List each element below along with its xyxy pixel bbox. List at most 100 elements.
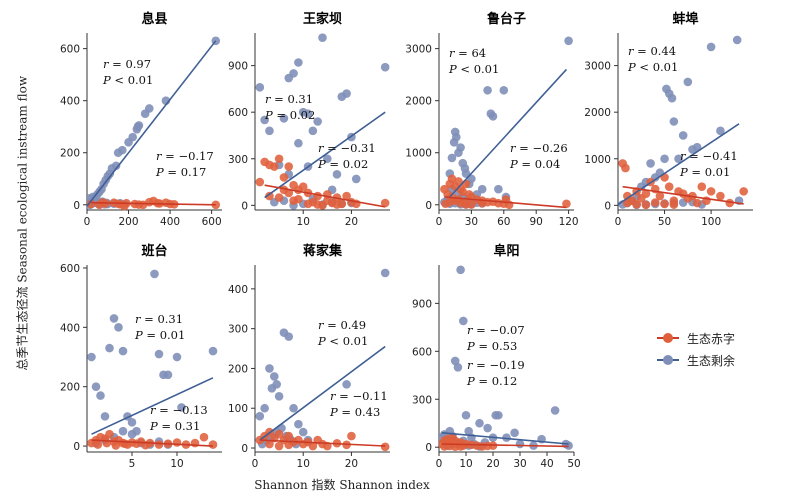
surplus-point	[451, 132, 461, 142]
surplus-point	[118, 145, 127, 155]
surplus-fit-line	[441, 432, 569, 445]
deficit-fit-line	[444, 196, 567, 209]
surplus-point	[269, 372, 279, 381]
surplus-p-label: P < 0.01	[317, 334, 368, 348]
surplus-point	[118, 426, 128, 436]
surplus-point	[678, 131, 688, 140]
y-tick-label: 3000	[405, 44, 432, 56]
subplot-2: 鲁台子 0 30 60 90 120 0 1000 2000 3000 r = 64 P < 0.01…	[405, 11, 578, 228]
deficit-point	[199, 432, 209, 442]
surplus-fit-line	[264, 111, 386, 199]
deficit-r-label: r = −0.11	[330, 389, 388, 403]
deficit-point	[332, 200, 342, 209]
surplus-point	[318, 33, 327, 42]
deficit-fit-line	[264, 184, 386, 208]
deficit-fit-line	[91, 439, 214, 447]
deficit-fit-line	[91, 201, 216, 206]
surplus-point	[255, 411, 265, 421]
surplus-point	[667, 93, 677, 103]
deficit-point	[660, 199, 669, 209]
surplus-point	[308, 126, 318, 136]
surplus-point	[279, 114, 289, 123]
surplus-point	[177, 403, 186, 412]
surplus-point	[96, 391, 105, 400]
y-tick-label: 300	[228, 154, 248, 166]
deficit-point	[274, 193, 284, 202]
surplus-point	[87, 352, 96, 362]
deficit-point	[458, 187, 468, 197]
legend: 生态赤字 生态剩余	[657, 327, 735, 371]
deficit-r-label: r = −0.07	[467, 323, 525, 337]
y-tick-label: 2000	[584, 107, 611, 119]
subplot-title: 阜阳	[493, 243, 519, 259]
deficit-point	[298, 182, 308, 192]
subplot-title: 蒋家集	[303, 243, 343, 259]
x-tick-label: 20	[486, 458, 499, 470]
surplus-p-label: P < 0.01	[627, 60, 678, 74]
deficit-point	[111, 441, 121, 450]
x-tick-label: 30	[513, 458, 526, 470]
y-tick-label: 300	[412, 394, 432, 406]
deficit-p-label: P = 0.53	[466, 339, 517, 353]
surplus-point	[163, 370, 173, 380]
deficit-point	[154, 440, 164, 449]
x-tick-label: 20	[345, 216, 358, 228]
legend-item-surplus: 生态剩余	[657, 349, 735, 371]
deficit-point	[697, 182, 707, 192]
surplus-point	[483, 85, 492, 95]
surplus-point	[351, 174, 361, 184]
deficit-point	[342, 191, 351, 201]
surplus-point	[488, 111, 498, 121]
deficit-r-label: r = −0.26	[510, 141, 568, 155]
surplus-point	[134, 121, 144, 130]
surplus-point	[564, 36, 573, 46]
deficit-point	[274, 154, 284, 164]
x-tick-label: 5	[129, 458, 136, 470]
surplus-point	[683, 77, 693, 87]
plot-area	[87, 36, 221, 211]
y-tick-label: 0	[73, 200, 80, 212]
surplus-point	[298, 427, 308, 437]
y-tick-label: 1000	[584, 154, 611, 166]
legend-label-surplus: 生态剩余	[687, 353, 736, 368]
surplus-point	[692, 142, 702, 152]
x-tick-label: 200	[119, 216, 139, 228]
surplus-r-label: r = 0.31	[265, 92, 313, 106]
surplus-fit-line	[449, 68, 568, 198]
subplot-6: 阜阳 0 10 20 30 40 50 0 300 600 900 r = −0.19 P = 0.12…	[412, 243, 581, 470]
surplus-r-label: r = 0.31	[135, 312, 183, 326]
deficit-point	[274, 441, 284, 451]
x-tick-label: 10	[170, 458, 183, 470]
y-tick-label: 400	[60, 96, 80, 108]
deficit-point	[255, 177, 265, 187]
surplus-point	[260, 403, 269, 413]
x-tick-label: 0	[436, 458, 443, 470]
y-tick-label: 0	[425, 200, 432, 212]
x-tick-label: 40	[540, 458, 553, 470]
surplus-point	[380, 62, 390, 72]
subplot-title: 班台	[141, 243, 167, 259]
surplus-point	[127, 429, 137, 439]
surplus-point	[265, 126, 274, 136]
deficit-point	[274, 429, 284, 439]
deficit-p-label: P = 0.17	[155, 165, 206, 179]
surplus-point	[475, 418, 484, 428]
deficit-point	[265, 439, 274, 449]
surplus-point	[118, 346, 128, 356]
x-tick-label: 20	[345, 458, 358, 470]
surplus-point	[716, 126, 725, 136]
y-tick-label: 100	[228, 403, 248, 415]
surplus-point	[255, 83, 265, 92]
deficit-fit-line	[259, 439, 386, 447]
x-tick-label: 100	[701, 216, 721, 228]
y-tick-label: 0	[425, 442, 432, 454]
x-tick-label: 10	[297, 216, 310, 228]
deficit-point	[650, 198, 660, 207]
surplus-point	[732, 35, 742, 45]
y-tick-label: 600	[60, 44, 80, 56]
surplus-point	[461, 410, 471, 420]
surplus-r-label: r = 64	[449, 46, 486, 60]
y-tick-label: 400	[60, 322, 80, 334]
surplus-p-label: P = 0.02	[264, 108, 315, 122]
